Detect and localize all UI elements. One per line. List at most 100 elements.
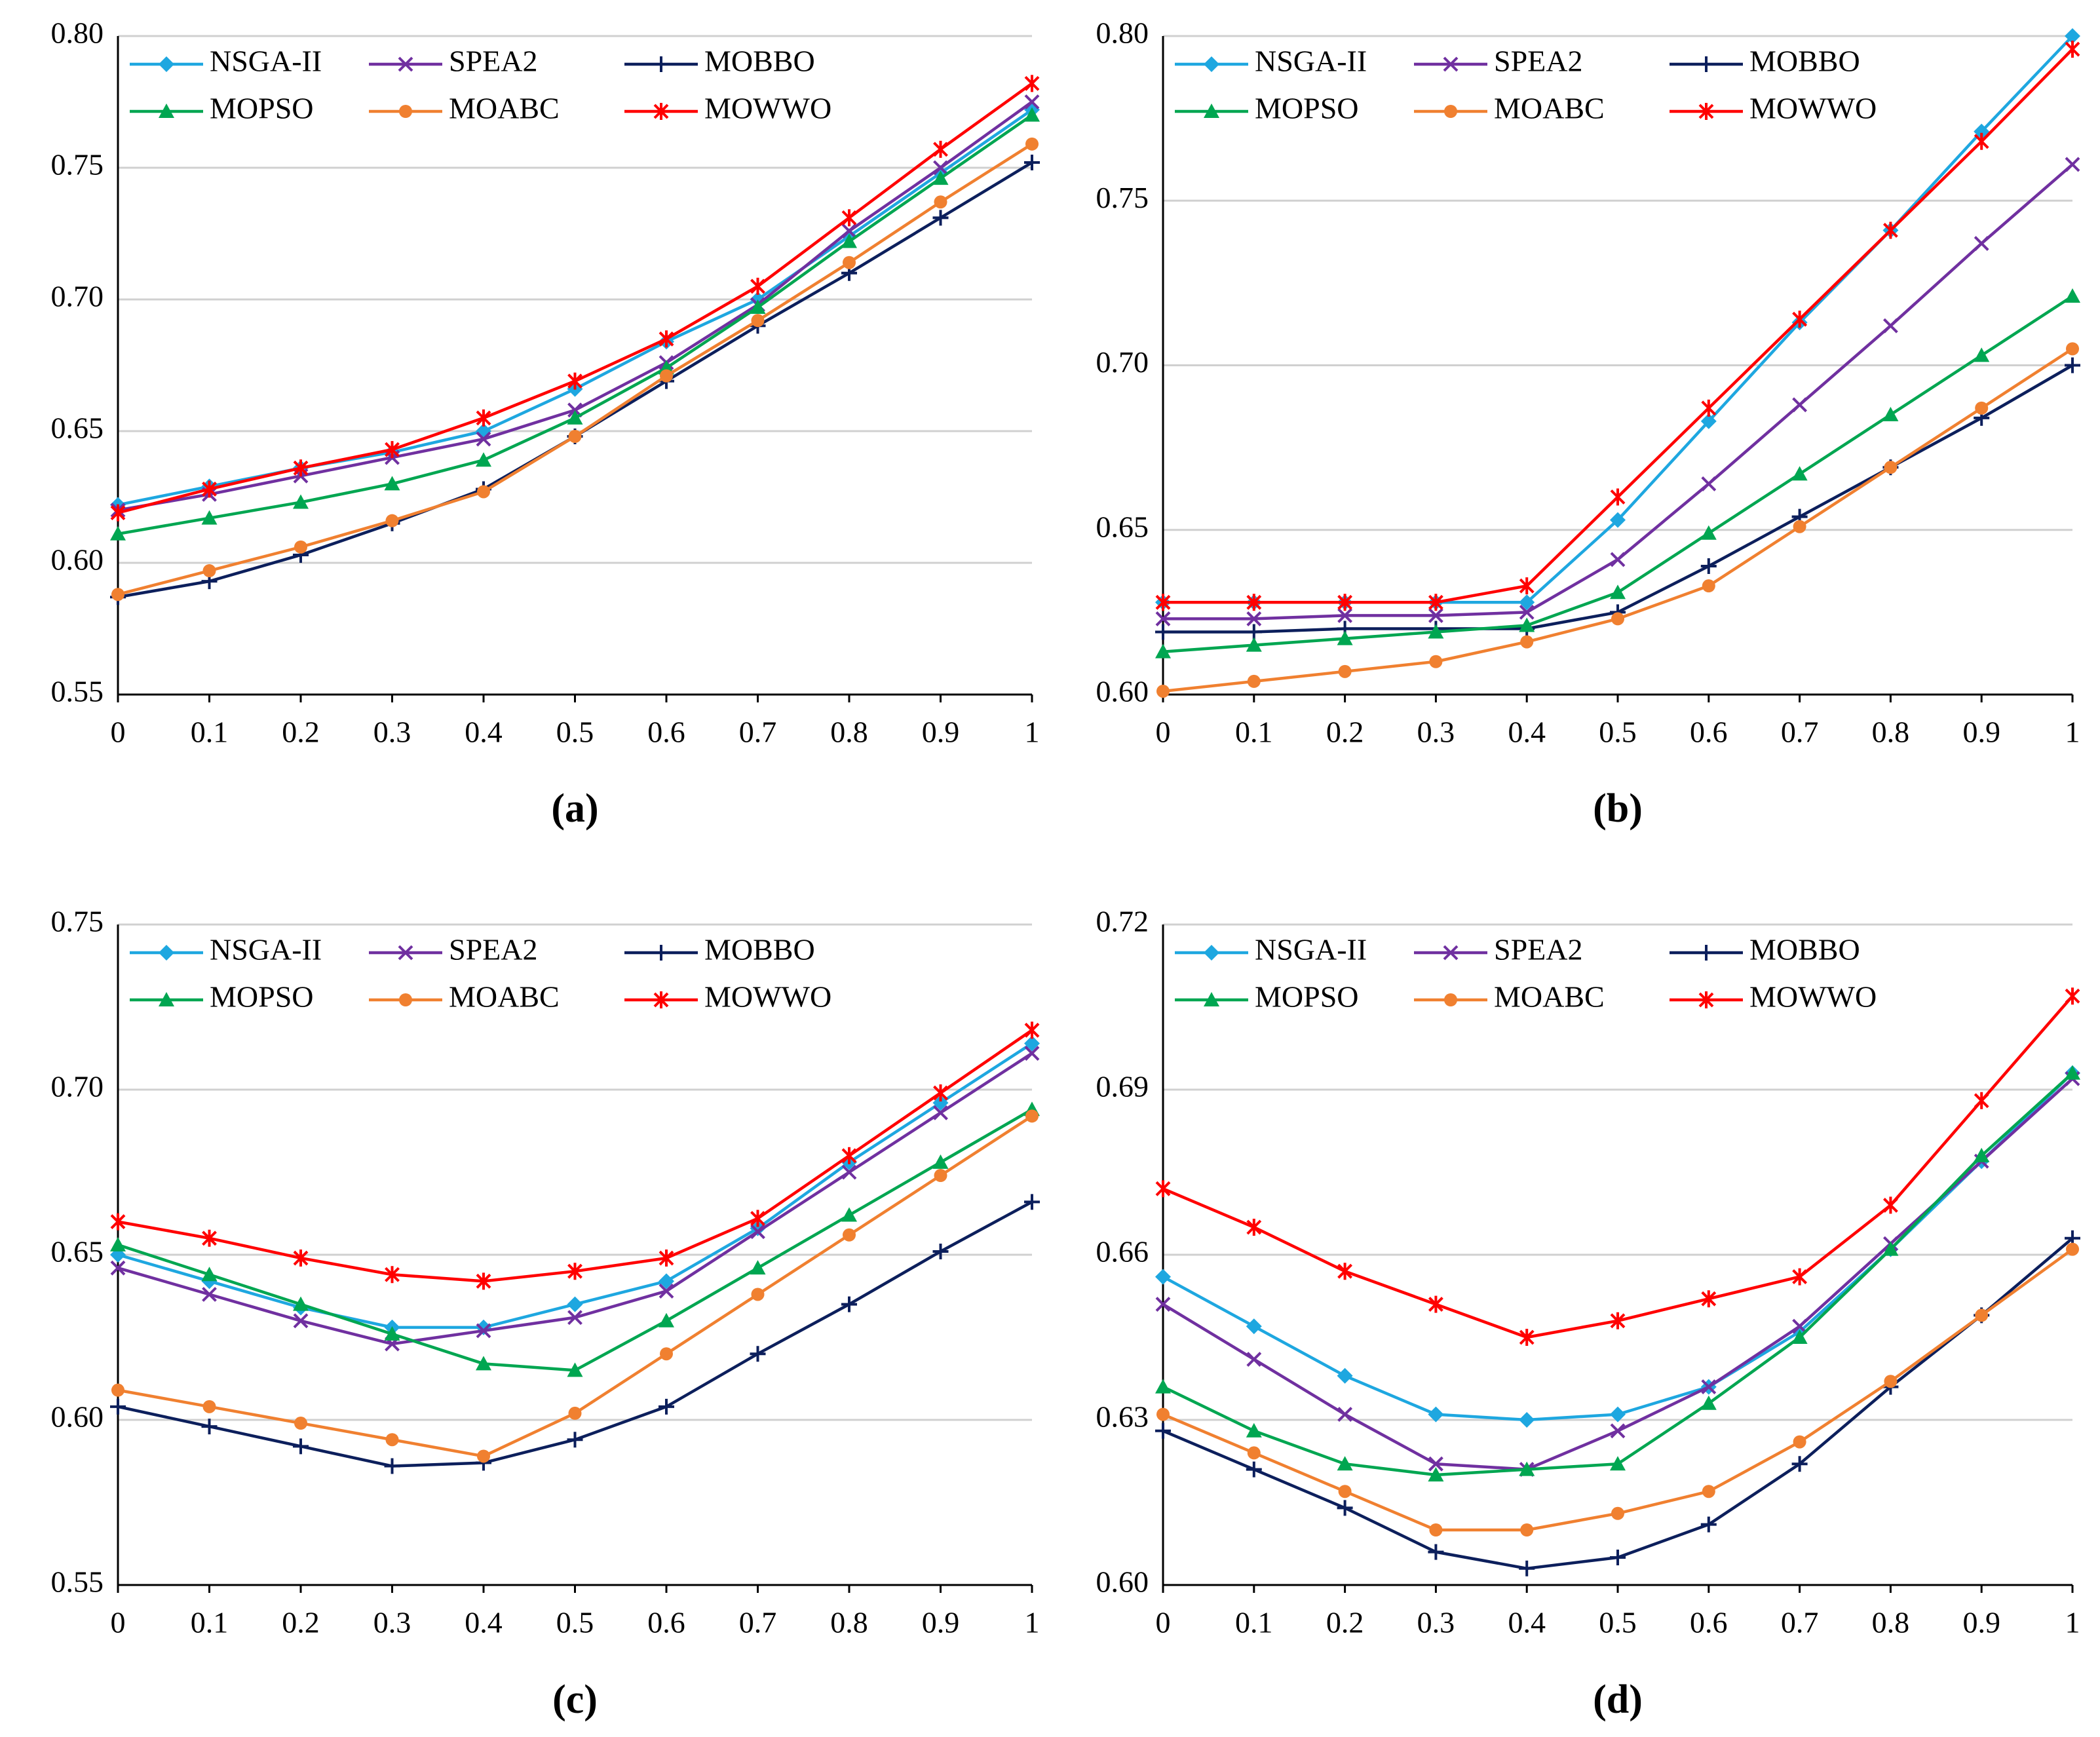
marker — [2066, 342, 2079, 356]
marker — [1246, 1461, 1262, 1478]
series-line — [117, 1029, 1033, 1283]
x-tick-label: 0.4 — [465, 1606, 503, 1639]
marker — [1338, 664, 1352, 678]
marker — [1428, 1544, 1444, 1560]
marker — [751, 314, 765, 328]
marker — [1443, 56, 1459, 72]
marker — [1610, 1423, 1626, 1439]
legend-label: MOPSO — [1255, 980, 1359, 1014]
legend-label: MOPSO — [210, 92, 314, 125]
marker — [2065, 157, 2080, 172]
marker — [1428, 1295, 1443, 1313]
marker — [1429, 1523, 1443, 1537]
marker — [1155, 611, 1171, 626]
marker — [567, 1432, 583, 1448]
panel-caption: (b) — [1593, 786, 1643, 831]
marker — [384, 1458, 400, 1474]
marker — [841, 223, 857, 239]
legend-label: MOWWO — [1749, 980, 1877, 1014]
x-tick-label: 0.2 — [1326, 716, 1364, 749]
marker — [2066, 1242, 2079, 1256]
marker — [751, 1288, 765, 1301]
legend-label: MOBBO — [704, 45, 815, 78]
marker — [659, 1250, 674, 1267]
marker — [1882, 318, 1898, 334]
marker — [1024, 1021, 1040, 1039]
marker — [567, 1263, 582, 1280]
marker — [1246, 1318, 1262, 1335]
x-tick-label: 0.3 — [373, 1606, 411, 1639]
marker — [159, 945, 174, 961]
marker — [1519, 617, 1535, 632]
marker — [110, 1398, 126, 1415]
y-tick-label: 0.65 — [51, 1235, 104, 1269]
x-tick-label: 0.2 — [282, 1606, 320, 1639]
marker — [202, 1229, 217, 1247]
x-tick-label: 0.5 — [556, 1606, 594, 1639]
marker — [750, 1220, 766, 1236]
marker — [1974, 1147, 1990, 1162]
marker — [1700, 1516, 1717, 1533]
x-tick-label: 0.3 — [1417, 716, 1455, 749]
x-tick-label: 0.9 — [1962, 716, 2000, 749]
marker — [843, 256, 856, 269]
marker — [1610, 552, 1626, 567]
x-tick-label: 0.5 — [1599, 716, 1637, 749]
marker — [1974, 347, 1990, 362]
marker — [110, 525, 126, 541]
marker — [1429, 655, 1443, 668]
marker — [1519, 1461, 1535, 1476]
marker — [159, 104, 174, 118]
marker — [1155, 1422, 1171, 1439]
marker — [1246, 1352, 1262, 1367]
marker — [1428, 624, 1444, 639]
x-tick-label: 0.4 — [1508, 716, 1546, 749]
x-tick-label: 0.6 — [647, 1606, 685, 1639]
marker — [1519, 577, 1535, 595]
legend-label: MOABC — [1494, 980, 1605, 1014]
marker — [1700, 1395, 1717, 1410]
marker — [399, 993, 412, 1006]
marker — [1698, 945, 1714, 961]
marker — [932, 1154, 949, 1169]
y-tick-label: 0.65 — [51, 411, 104, 445]
marker — [1610, 1406, 1626, 1422]
marker — [1024, 1035, 1040, 1052]
marker — [1610, 1312, 1626, 1329]
marker — [1791, 1329, 1808, 1344]
x-tick-label: 0.8 — [1872, 716, 1910, 749]
marker — [1701, 1379, 1717, 1395]
legend-label: SPEA2 — [449, 933, 537, 966]
marker — [1024, 75, 1040, 92]
marker — [201, 1419, 218, 1435]
y-tick-label: 0.75 — [1096, 181, 1149, 214]
marker — [1975, 1308, 1989, 1322]
marker — [1246, 637, 1262, 652]
marker — [1428, 1467, 1444, 1481]
marker — [1444, 105, 1457, 118]
legend-label: MOWWO — [704, 92, 831, 125]
series-line — [117, 100, 1033, 512]
marker — [1246, 624, 1262, 640]
marker — [1337, 594, 1353, 611]
marker — [2065, 987, 2080, 1005]
x-tick-label: 0.9 — [922, 1606, 960, 1639]
y-tick-label: 0.55 — [51, 675, 104, 708]
y-tick-label: 0.80 — [51, 16, 104, 50]
x-tick-label: 1 — [2065, 1606, 2080, 1639]
marker — [1611, 612, 1624, 626]
marker — [1428, 1406, 1444, 1422]
y-tick-label: 0.65 — [1096, 510, 1149, 543]
marker — [1155, 1180, 1171, 1198]
marker — [932, 170, 949, 185]
marker — [932, 1095, 949, 1111]
legend-label: MOBBO — [1749, 933, 1860, 966]
marker — [398, 56, 413, 72]
marker — [159, 992, 174, 1006]
marker — [1701, 476, 1717, 491]
y-tick-label: 0.60 — [51, 1400, 104, 1434]
marker — [841, 1147, 857, 1164]
marker — [1025, 1109, 1039, 1123]
marker — [202, 480, 217, 498]
x-tick-label: 0.9 — [922, 716, 960, 749]
